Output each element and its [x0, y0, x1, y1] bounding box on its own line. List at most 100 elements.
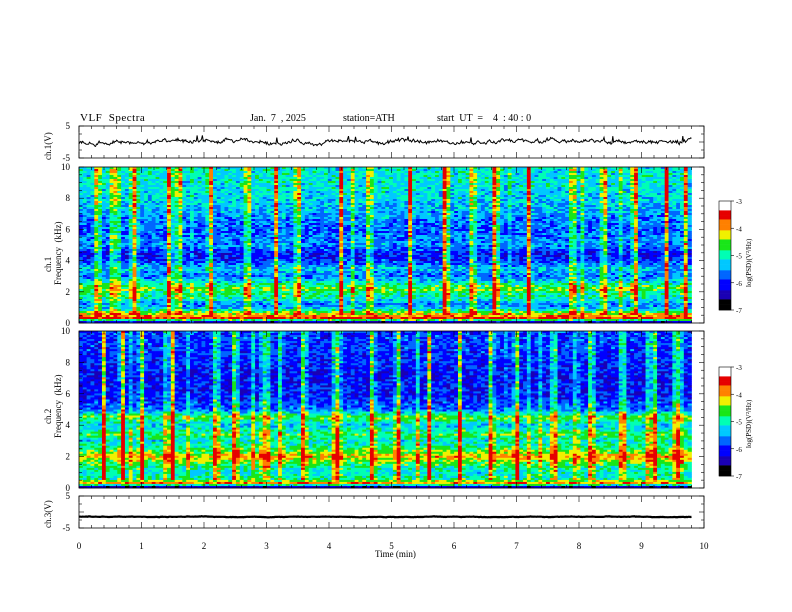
spectrogram-cell — [267, 301, 271, 303]
spectrogram-cell — [202, 271, 206, 273]
spectrogram-cell — [110, 189, 114, 191]
spectrogram-cell — [79, 187, 83, 189]
spectrogram-cell — [267, 213, 271, 215]
spectrogram-cell — [301, 307, 305, 309]
spectrogram-cell — [140, 239, 144, 241]
spectrogram-cell — [224, 207, 228, 209]
spectrogram-cell — [144, 229, 148, 231]
spectrogram-cell — [106, 237, 110, 239]
spectrogram-cell — [205, 273, 209, 275]
spectrogram-cell — [110, 185, 114, 187]
spectrogram-cell — [305, 289, 309, 291]
spectrogram-cell — [255, 257, 259, 259]
spectrogram-cell — [136, 257, 140, 259]
spectrogram-cell — [270, 199, 274, 201]
spectrogram-cell — [182, 317, 186, 319]
spectrogram-cell — [117, 307, 121, 309]
spectrogram-cell — [278, 193, 282, 195]
spectrogram-cell — [167, 291, 171, 293]
spectrogram-cell — [90, 171, 94, 173]
spectrogram-cell — [113, 187, 117, 189]
spectrogram-cell — [194, 275, 198, 277]
spectrogram-cell — [313, 247, 317, 249]
spectrogram-cell — [167, 227, 171, 229]
spectrogram-cell — [270, 183, 274, 185]
spectrogram-cell — [136, 183, 140, 185]
spectrogram-cell — [320, 169, 324, 171]
spectrogram-cell — [290, 289, 294, 291]
spectrogram-cell — [278, 307, 282, 309]
spectrogram-cell — [263, 277, 267, 279]
spectrogram-cell — [313, 221, 317, 223]
spectrogram-cell — [186, 219, 190, 221]
spectrogram-cell — [309, 309, 313, 311]
spectrogram-cell — [140, 197, 144, 199]
spectrogram-cell — [224, 235, 228, 237]
spectrogram-cell — [117, 309, 121, 311]
spectrogram-cell — [167, 281, 171, 283]
spectrogram-cell — [125, 271, 129, 273]
spectrogram-cell — [90, 313, 94, 315]
spectrogram-cell — [171, 229, 175, 231]
spectrogram-cell — [175, 193, 179, 195]
spectrogram-cell — [213, 235, 217, 237]
spectrogram-cell — [240, 301, 244, 303]
spectrogram-cell — [140, 287, 144, 289]
spectrogram-cell — [297, 271, 301, 273]
spectrogram-cell — [102, 217, 106, 219]
spectrogram-cell — [209, 219, 213, 221]
spectrogram-cell — [205, 313, 209, 315]
spectrogram-cell — [171, 175, 175, 177]
spectrogram-cell — [175, 231, 179, 233]
spectrogram-cell — [286, 263, 290, 265]
spectrogram-cell — [274, 313, 278, 315]
spectrogram-cell — [102, 235, 106, 237]
spectrogram-cell — [259, 239, 263, 241]
spectrogram-cell — [282, 241, 286, 243]
spectrogram-cell — [182, 271, 186, 273]
spectrogram-cell — [94, 283, 98, 285]
spectrogram-cell — [247, 271, 251, 273]
spectrogram-cell — [282, 289, 286, 291]
spectrogram-cell — [136, 185, 140, 187]
spectrogram-cell — [320, 273, 324, 275]
spectrogram-cell — [301, 311, 305, 313]
spectrogram-cell — [90, 315, 94, 317]
spectrogram-cell — [121, 295, 125, 297]
spectrogram-cell — [202, 211, 206, 213]
spectrogram-cell — [136, 315, 140, 317]
spectrogram-cell — [167, 181, 171, 183]
spectrogram-cell — [98, 169, 102, 171]
spectrogram-cell — [278, 177, 282, 179]
spectrogram-cell — [305, 189, 309, 191]
spectrogram-cell — [267, 287, 271, 289]
spectrogram-cell — [79, 263, 83, 265]
spectrogram-cell — [133, 309, 137, 311]
spectrogram-cell — [282, 303, 286, 305]
spectrogram-cell — [194, 285, 198, 287]
spectrogram-cell — [217, 219, 221, 221]
spectrogram-cell — [133, 215, 137, 217]
spectrogram-cell — [316, 225, 320, 227]
spectrogram-cell — [90, 213, 94, 215]
spectrogram-cell — [175, 287, 179, 289]
spectrogram-cell — [186, 307, 190, 309]
spectrogram-cell — [182, 175, 186, 177]
spectrogram-cell — [301, 239, 305, 241]
spectrogram-cell — [106, 233, 110, 235]
spectrogram-cell — [171, 231, 175, 233]
spectrogram-cell — [102, 193, 106, 195]
spectrogram-cell — [274, 239, 278, 241]
spectrogram-cell — [83, 279, 87, 281]
spectrogram-cell — [186, 237, 190, 239]
spectrogram-cell — [156, 217, 160, 219]
spectrogram-cell — [244, 237, 248, 239]
spectrogram-cell — [247, 311, 251, 313]
spectrogram-cell — [182, 201, 186, 203]
spectrogram-cell — [320, 215, 324, 217]
spectrogram-cell — [313, 289, 317, 291]
spectrogram-cell — [255, 217, 259, 219]
spectrogram-cell — [87, 261, 91, 263]
spectrogram-cell — [313, 319, 317, 321]
spectrogram-cell — [159, 295, 163, 297]
